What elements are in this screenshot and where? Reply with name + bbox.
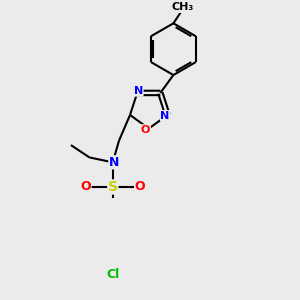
Text: O: O xyxy=(141,125,150,135)
Text: N: N xyxy=(109,156,119,169)
Text: O: O xyxy=(80,181,91,194)
Text: N: N xyxy=(134,86,143,96)
Text: S: S xyxy=(108,180,118,194)
Text: N: N xyxy=(160,111,170,121)
Text: Cl: Cl xyxy=(106,268,119,281)
Text: O: O xyxy=(135,181,145,194)
Text: CH₃: CH₃ xyxy=(172,2,194,12)
